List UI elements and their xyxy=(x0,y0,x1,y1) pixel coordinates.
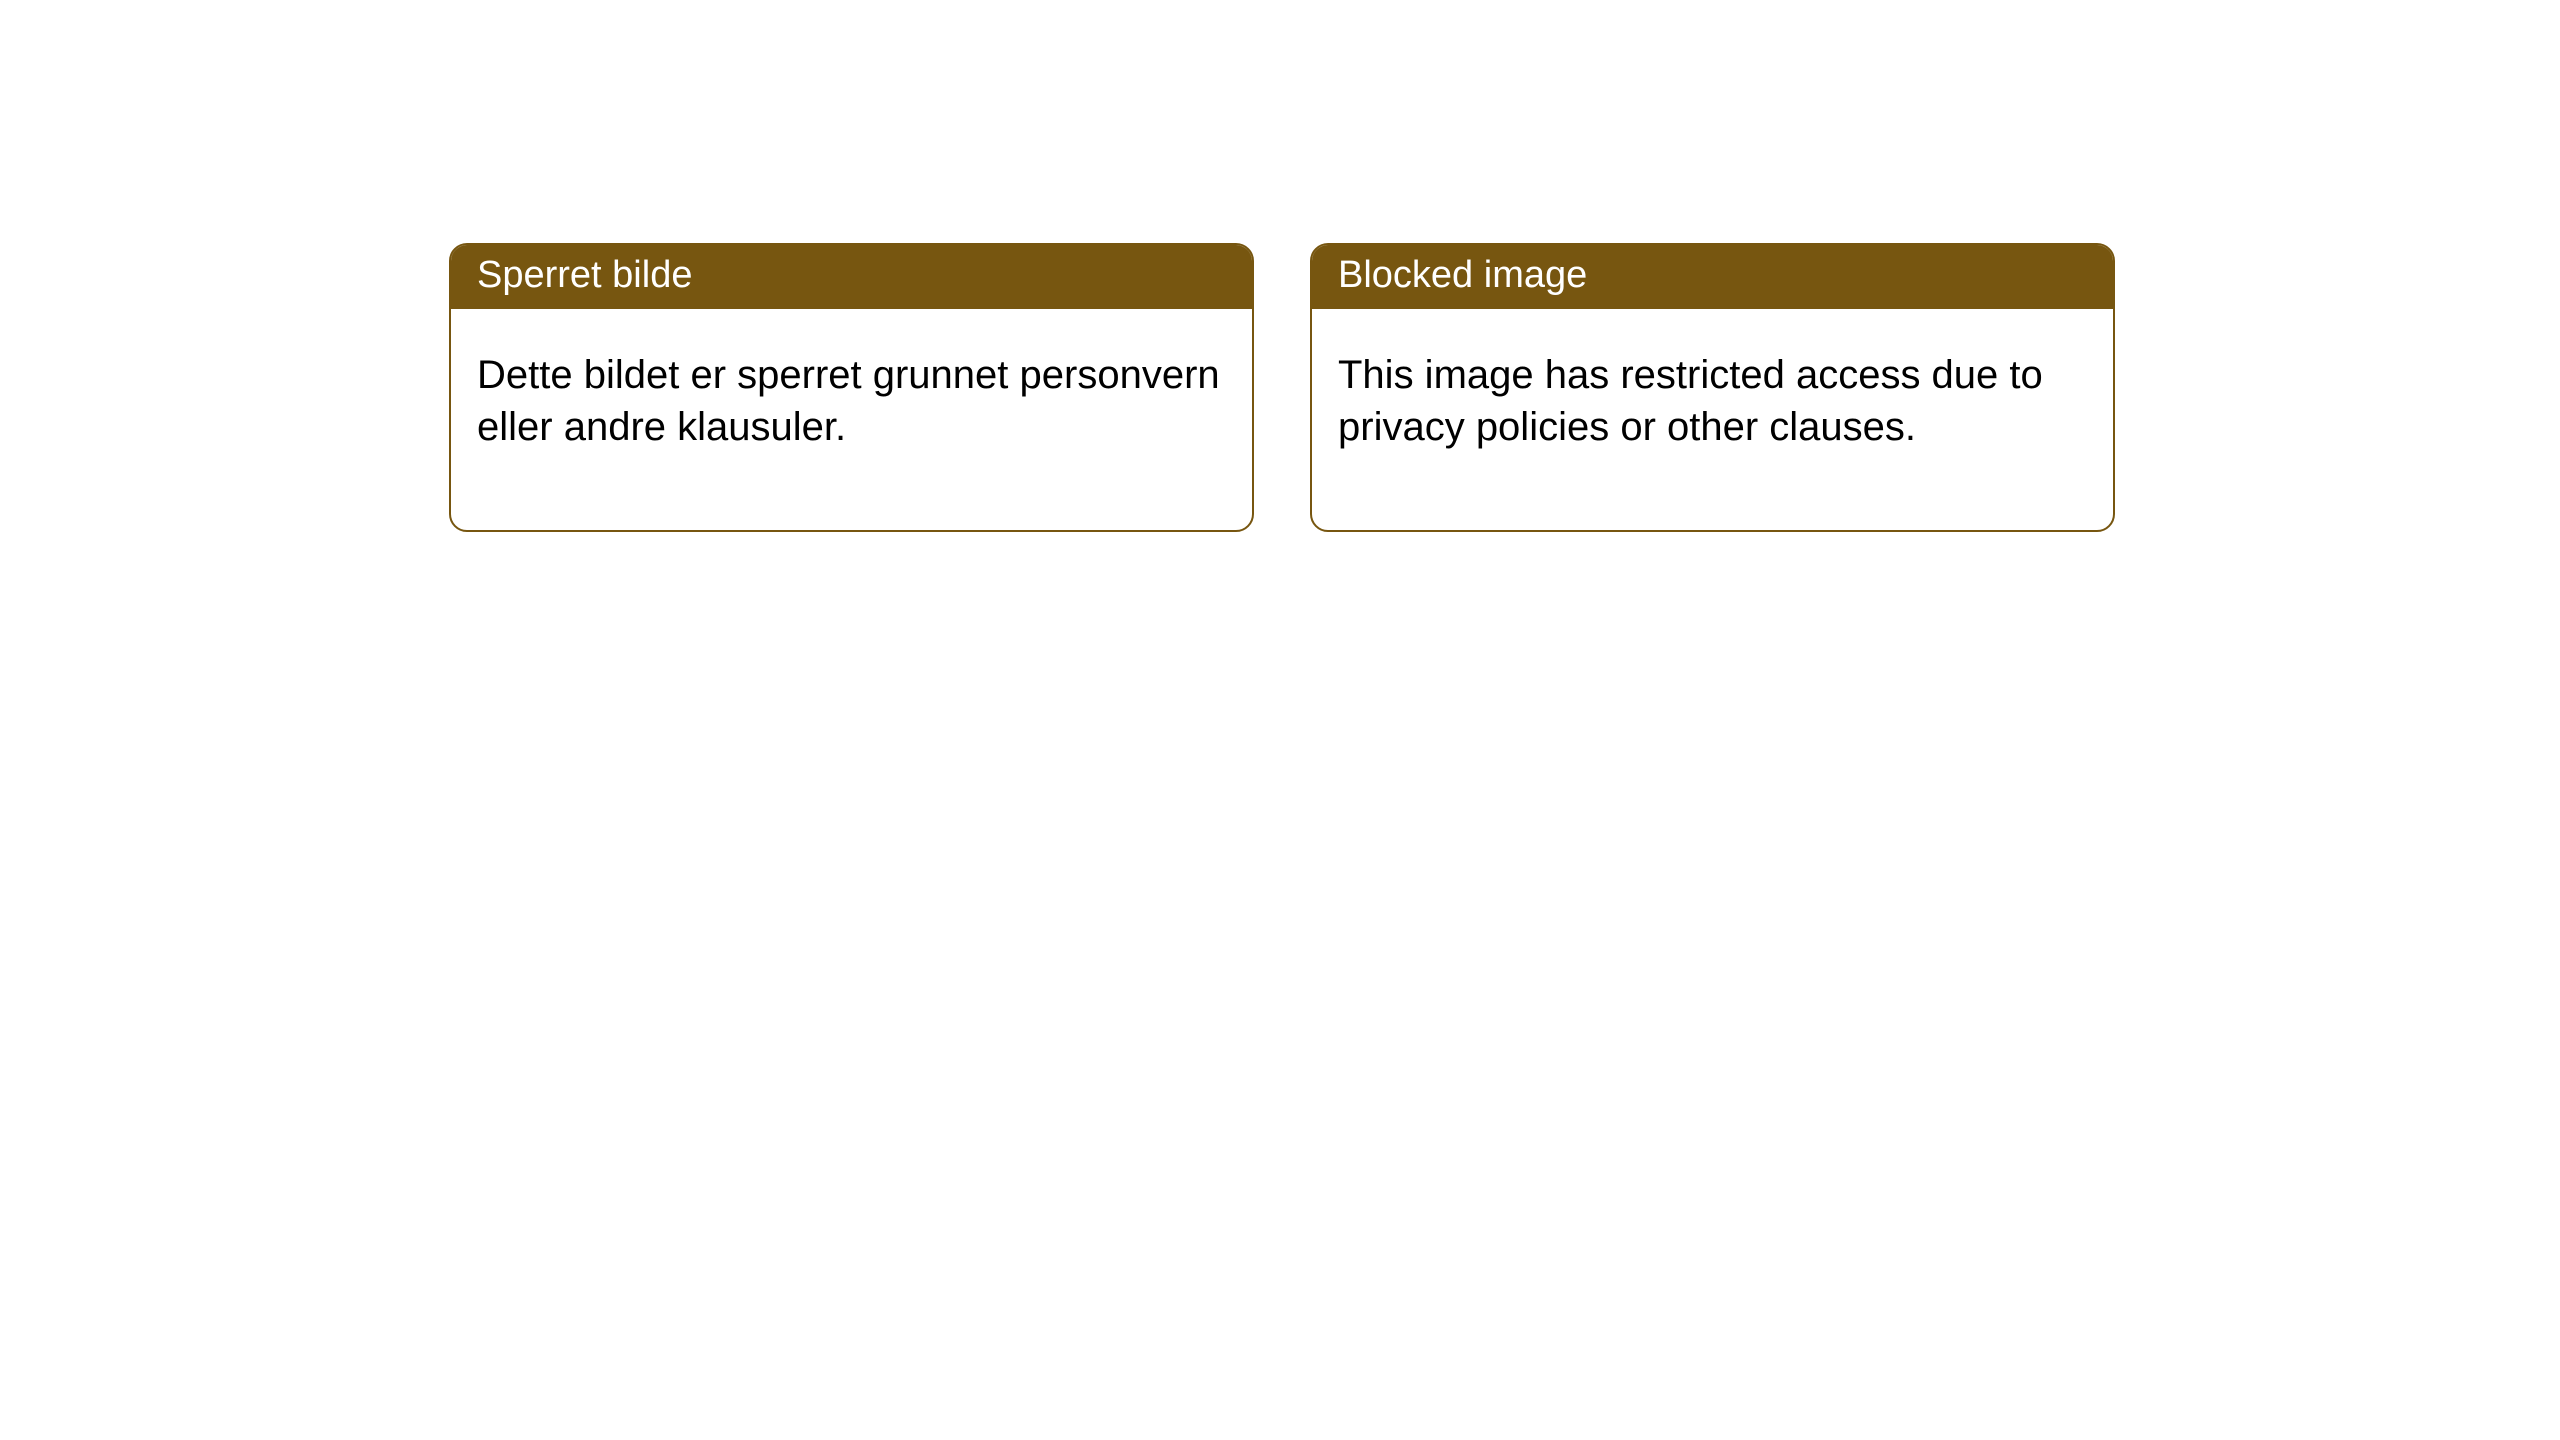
card-header: Blocked image xyxy=(1312,245,2113,309)
cards-container: Sperret bilde Dette bildet er sperret gr… xyxy=(449,243,2115,532)
card-body: This image has restricted access due to … xyxy=(1312,309,2113,531)
card-header: Sperret bilde xyxy=(451,245,1252,309)
card-body: Dette bildet er sperret grunnet personve… xyxy=(451,309,1252,531)
blocked-image-card-en: Blocked image This image has restricted … xyxy=(1310,243,2115,532)
blocked-image-card-no: Sperret bilde Dette bildet er sperret gr… xyxy=(449,243,1254,532)
